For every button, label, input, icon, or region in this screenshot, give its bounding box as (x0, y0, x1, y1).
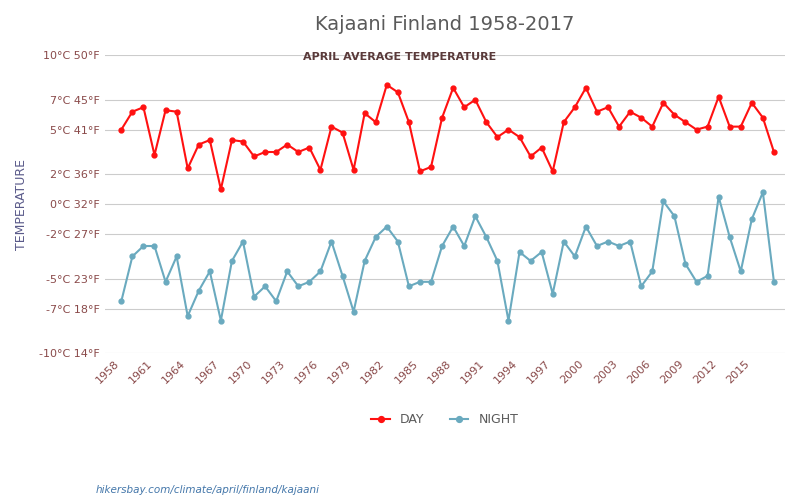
DAY (238, 138, 248, 144)
DAY (349, 167, 358, 173)
DAY (338, 130, 347, 136)
NIGHT (349, 308, 358, 314)
DAY (216, 186, 226, 192)
Y-axis label: TEMPERATURE: TEMPERATURE (15, 158, 28, 250)
DAY (294, 149, 303, 155)
Line: NIGHT: NIGHT (119, 190, 776, 323)
NIGHT (338, 273, 347, 279)
NIGHT (316, 268, 326, 274)
Line: DAY: DAY (119, 82, 776, 192)
DAY (769, 149, 778, 155)
NIGHT (769, 279, 778, 285)
NIGHT (117, 298, 126, 304)
NIGHT (216, 318, 226, 324)
Title: Kajaani Finland 1958-2017: Kajaani Finland 1958-2017 (315, 15, 574, 34)
DAY (548, 168, 558, 174)
DAY (117, 126, 126, 132)
DAY (316, 167, 326, 173)
NIGHT (238, 238, 248, 244)
DAY (382, 82, 391, 88)
NIGHT (537, 249, 546, 255)
Text: APRIL AVERAGE TEMPERATURE: APRIL AVERAGE TEMPERATURE (303, 52, 497, 62)
Text: hikersbay.com/climate/april/finland/kajaani: hikersbay.com/climate/april/finland/kaja… (96, 485, 320, 495)
NIGHT (758, 190, 768, 196)
Legend: DAY, NIGHT: DAY, NIGHT (366, 408, 523, 431)
NIGHT (294, 284, 303, 290)
